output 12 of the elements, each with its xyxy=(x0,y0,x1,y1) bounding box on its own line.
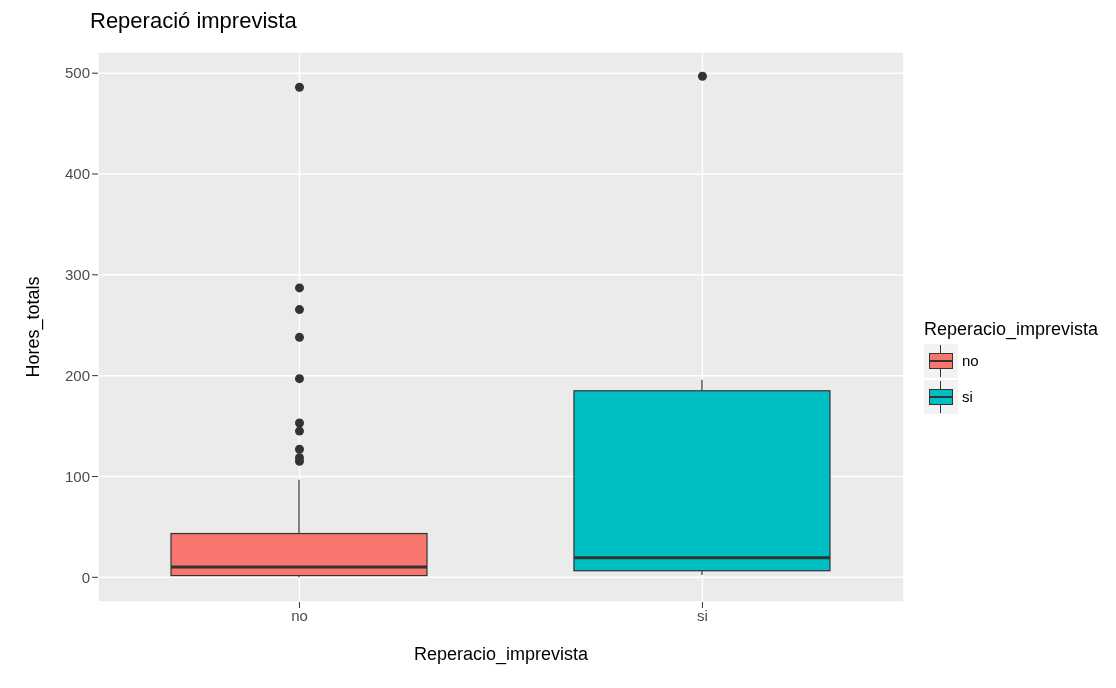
chart-title: Reperació imprevista xyxy=(89,8,298,35)
legend-title: Reperacio_imprevista xyxy=(923,318,1098,340)
legend-label: si xyxy=(961,388,973,405)
y-tick-label: 200 xyxy=(64,366,90,384)
y-axis-title: Hores_totals xyxy=(23,276,45,378)
legend-label: no xyxy=(961,352,979,369)
y-tick-label: 0 xyxy=(81,568,90,586)
y-tick-label: 400 xyxy=(64,165,90,183)
x-axis-title: Reperacio_imprevista xyxy=(413,644,589,665)
y-tick-label: 100 xyxy=(64,467,90,485)
y-tick-label: 500 xyxy=(64,64,90,82)
y-tick-label: 300 xyxy=(64,266,90,284)
